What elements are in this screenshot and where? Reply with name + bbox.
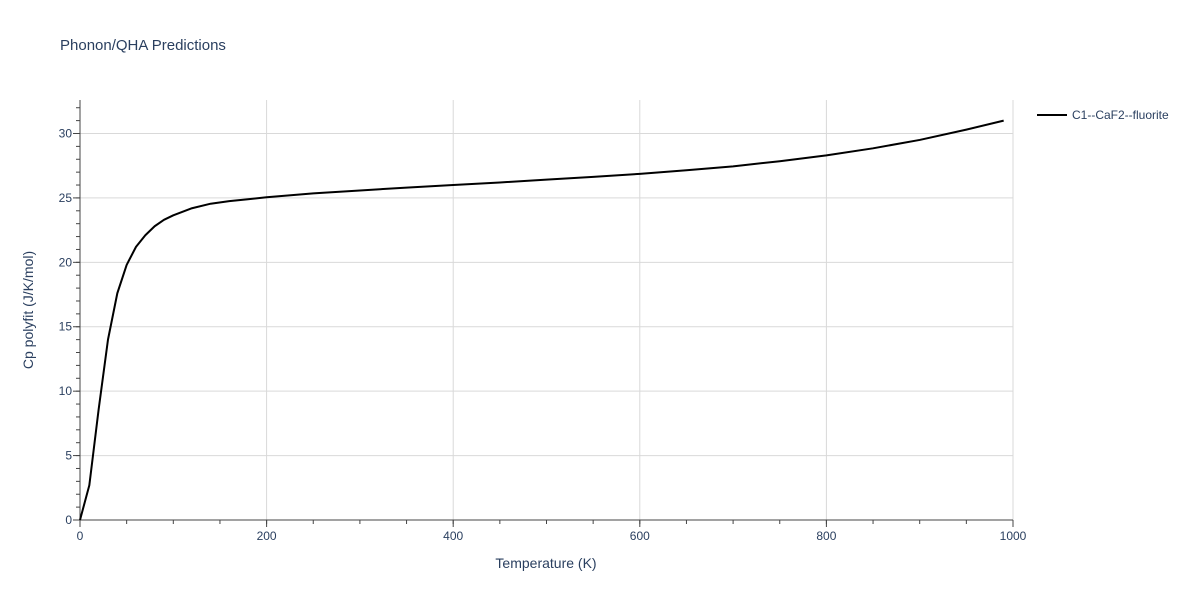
x-axis-title: Temperature (K) bbox=[495, 555, 596, 571]
x-tick-label: 400 bbox=[443, 529, 463, 543]
x-tick-label: 200 bbox=[257, 529, 277, 543]
series-layer bbox=[79, 119, 1004, 521]
series-line bbox=[79, 119, 1004, 521]
y-tick-label: 5 bbox=[65, 449, 72, 463]
y-tick-label: 20 bbox=[59, 255, 73, 269]
y-tick-label: 30 bbox=[59, 126, 73, 140]
x-tick-label: 1000 bbox=[1000, 529, 1027, 543]
y-axis-title: Cp polyfit (J/K/mol) bbox=[20, 251, 36, 369]
legend-label[interactable]: C1--CaF2--fluorite bbox=[1072, 108, 1169, 122]
x-tick-label: 0 bbox=[77, 529, 84, 543]
x-tick-label: 800 bbox=[816, 529, 836, 543]
y-tick-label: 15 bbox=[59, 320, 73, 334]
y-tick-label: 10 bbox=[59, 384, 73, 398]
x-tick-label: 600 bbox=[630, 529, 650, 543]
axes: 0 200 400 600 800 1000 0 5 10 15 20 25 30 bbox=[59, 100, 1027, 543]
y-tick-label: 0 bbox=[65, 513, 72, 527]
chart-title: Phonon/QHA Predictions bbox=[60, 37, 226, 54]
y-tick-label: 25 bbox=[59, 191, 73, 205]
legend[interactable]: C1--CaF2--fluorite bbox=[1037, 108, 1169, 122]
gridlines bbox=[80, 100, 1014, 520]
